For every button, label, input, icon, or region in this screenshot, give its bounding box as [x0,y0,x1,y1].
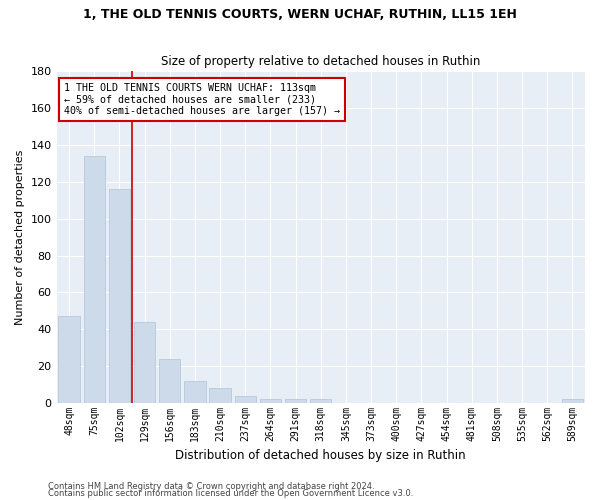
Bar [109,189,130,403]
Text: 1, THE OLD TENNIS COURTS, WERN UCHAF, RUTHIN, LL15 1EH: 1, THE OLD TENNIS COURTS, WERN UCHAF, RU… [83,8,517,20]
Text: 1 THE OLD TENNIS COURTS WERN UCHAF: 113sqm
← 59% of detached houses are smaller : 1 THE OLD TENNIS COURTS WERN UCHAF: 113s… [64,82,340,116]
Bar [58,316,80,403]
Text: Contains HM Land Registry data © Crown copyright and database right 2024.: Contains HM Land Registry data © Crown c… [48,482,374,491]
Bar [285,400,307,403]
Bar [184,381,206,403]
Bar [159,359,181,403]
Bar [209,388,231,403]
Bar [310,400,331,403]
Y-axis label: Number of detached properties: Number of detached properties [15,150,25,325]
Bar [134,322,155,403]
Title: Size of property relative to detached houses in Ruthin: Size of property relative to detached ho… [161,56,481,68]
Bar [562,400,583,403]
Bar [83,156,105,403]
Bar [260,400,281,403]
X-axis label: Distribution of detached houses by size in Ruthin: Distribution of detached houses by size … [175,450,466,462]
Text: Contains public sector information licensed under the Open Government Licence v3: Contains public sector information licen… [48,489,413,498]
Bar [235,396,256,403]
